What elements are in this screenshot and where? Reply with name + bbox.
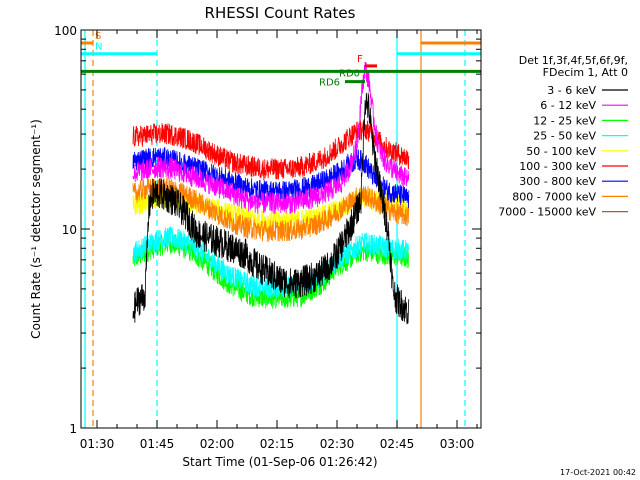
x-tick-label-0130: 01:30	[80, 437, 115, 451]
x-tick-label-0145: 01:45	[140, 437, 175, 451]
x-tick-label-0300: 03:00	[440, 437, 475, 451]
legend-label-12-25-kev: 12 - 25 keV	[533, 114, 596, 127]
legend-header-1: FDecim 1, Att 0	[543, 66, 628, 79]
y-tick-label-100: 100	[54, 24, 77, 38]
plot-timestamp: 17-Oct-2021 00:42	[560, 468, 636, 477]
y-axis-label: Count Rate (s⁻¹ detector segment⁻¹)	[29, 119, 43, 339]
flag-label-f: F	[357, 54, 363, 65]
legend-label-50-100-kev: 50 - 100 keV	[526, 145, 596, 158]
flag-label-s: S	[95, 31, 101, 42]
series-line-800-7000-kev	[132, 176, 410, 242]
legend-label-25-50-kev: 25 - 50 keV	[533, 130, 596, 143]
flag-label-n: N	[95, 42, 102, 53]
flag-label-rd0: RD0	[339, 68, 360, 79]
legend-header-0: Det 1f,3f,4f,5f,6f,9f,	[519, 54, 628, 67]
legend-label-100-300-kev: 100 - 300 keV	[519, 160, 596, 173]
legend-label-800-7000-kev: 800 - 7000 keV	[512, 190, 596, 203]
chart-title: RHESSI Count Rates	[205, 4, 356, 22]
series-line-25-50-kev	[132, 226, 410, 298]
legend-label-7000-15000-kev: 7000 - 15000 keV	[498, 206, 596, 219]
series-line-6-12-kev	[132, 61, 410, 215]
flag-label-rd6: RD6	[319, 78, 340, 89]
legend-label-3-6-kev: 3 - 6 keV	[547, 84, 596, 97]
y-tick-label-10: 10	[62, 223, 77, 237]
x-tick-label-0230: 02:30	[320, 437, 355, 451]
series-line-3-6-kev	[132, 92, 410, 325]
legend-label-300-800-kev: 300 - 800 keV	[519, 175, 596, 188]
y-tick-label-1: 1	[69, 422, 77, 436]
x-tick-label-0245: 02:45	[380, 437, 415, 451]
legend-label-6-12-kev: 6 - 12 keV	[540, 99, 596, 112]
x-axis-label: Start Time (01-Sep-06 01:26:42)	[182, 455, 377, 469]
x-tick-label-0200: 02:00	[200, 437, 235, 451]
series-line-100-300-kev	[132, 118, 410, 181]
x-axis: 01:30 01:45 02:00 02:15 02:30 02:45 03:00	[80, 30, 478, 451]
y-axis: 1 10 100	[54, 24, 481, 436]
x-tick-label-0215: 02:15	[260, 437, 295, 451]
legend: Det 1f,3f,4f,5f,6f,9f,FDecim 1, Att 0 3 -…	[498, 54, 628, 219]
